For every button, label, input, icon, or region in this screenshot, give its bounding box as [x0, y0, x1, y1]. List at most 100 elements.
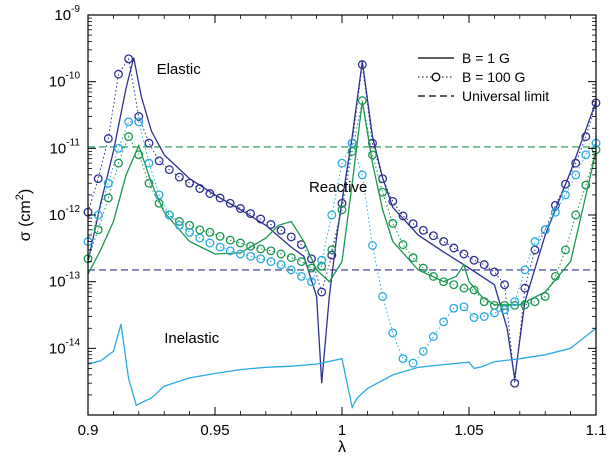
y-tick-label: 10-10 [49, 71, 81, 91]
data-point [571, 170, 581, 180]
data-point [561, 179, 570, 189]
series-inelastic-b1g [87, 324, 597, 410]
data-point [408, 219, 418, 229]
data-point [540, 292, 550, 301]
data-point [235, 204, 245, 213]
data-point [530, 245, 540, 255]
data-point [388, 218, 398, 228]
data-point [500, 300, 510, 310]
data-point [571, 210, 581, 220]
data-point [276, 225, 286, 235]
data-point [154, 198, 164, 208]
data-point [550, 207, 560, 217]
data-point [286, 232, 296, 242]
y-axis-label-main: σ (cm [17, 200, 34, 241]
data-point [327, 210, 337, 220]
data-point [114, 69, 123, 79]
x-tick-label: 0.95 [200, 422, 229, 439]
data-point [124, 132, 134, 142]
data-point [307, 277, 316, 287]
data-point [347, 138, 357, 148]
x-tick-label: 1.05 [454, 422, 483, 439]
data-point [296, 257, 306, 267]
data-point [307, 263, 316, 273]
x-tick-label: 0.9 [78, 422, 99, 439]
series-elastic-b100g [83, 54, 601, 388]
y-axis-label-close: ) [17, 189, 34, 194]
data-point [428, 231, 438, 241]
data-point [286, 265, 296, 275]
curve-annotations: Elastic Reactive Inelastic [157, 61, 368, 347]
data-point [276, 249, 286, 259]
data-point [144, 158, 154, 168]
data-point [459, 283, 469, 293]
data-point [388, 328, 398, 338]
x-tick-label: 1 [338, 422, 346, 439]
data-point [469, 255, 479, 265]
data-point [571, 158, 581, 168]
data-point [418, 346, 428, 356]
data-point [103, 178, 113, 188]
series-inelastic-b100g [83, 117, 601, 368]
data-point [449, 243, 459, 253]
data-point [317, 261, 327, 271]
data-point [388, 196, 398, 206]
data-point [134, 112, 144, 121]
data-point [347, 146, 357, 156]
data-point [489, 308, 499, 318]
y-axis-label: σ (cm2) [14, 189, 34, 241]
label-inelastic: Inelastic [164, 330, 220, 347]
data-point [337, 158, 347, 168]
data-point [469, 285, 479, 295]
data-point [398, 240, 408, 250]
data-point [561, 190, 570, 200]
label-reactive: Reactive [309, 179, 367, 196]
data-point [246, 251, 256, 261]
legend-label: B = 1 G [462, 50, 510, 66]
data-point [266, 246, 276, 256]
data-point [357, 170, 367, 180]
data-point [428, 332, 438, 342]
data-point [378, 292, 388, 301]
data-point [256, 244, 266, 254]
data-point [215, 242, 225, 252]
y-tick-label: 10-14 [49, 337, 81, 357]
data-point [520, 283, 530, 293]
data-point [205, 238, 215, 248]
data-point [225, 246, 235, 256]
data-point [215, 193, 225, 203]
data-point [520, 265, 530, 275]
data-point [235, 238, 245, 248]
data-point [550, 271, 560, 281]
data-point [530, 237, 540, 246]
data-point [561, 245, 570, 255]
data-point [439, 277, 449, 287]
legend: B = 1 G B = 100 G Universal limit [418, 50, 549, 104]
y-tick-label: 10-11 [50, 137, 81, 157]
data-point [185, 178, 195, 188]
data-point [489, 267, 499, 277]
data-point [307, 254, 316, 264]
data-point [164, 210, 174, 220]
data-point [185, 227, 195, 237]
data-point [144, 178, 154, 188]
series-dotted-line [87, 121, 597, 364]
data-point [296, 271, 306, 281]
data-point [398, 354, 408, 364]
data-point [327, 245, 337, 255]
data-point [479, 260, 489, 270]
data-point [357, 60, 367, 70]
data-point [368, 150, 377, 160]
series-line [87, 324, 597, 410]
data-point [408, 253, 418, 263]
data-point [408, 358, 418, 368]
data-point [337, 205, 347, 215]
legend-label: B = 100 G [462, 69, 525, 85]
legend-item-2: Universal limit [418, 88, 549, 104]
data-point [479, 297, 489, 307]
data-point [378, 187, 388, 197]
x-axis-label: λ [338, 439, 346, 456]
data-point [124, 117, 134, 127]
data-point [368, 240, 377, 250]
data-point [581, 180, 591, 190]
